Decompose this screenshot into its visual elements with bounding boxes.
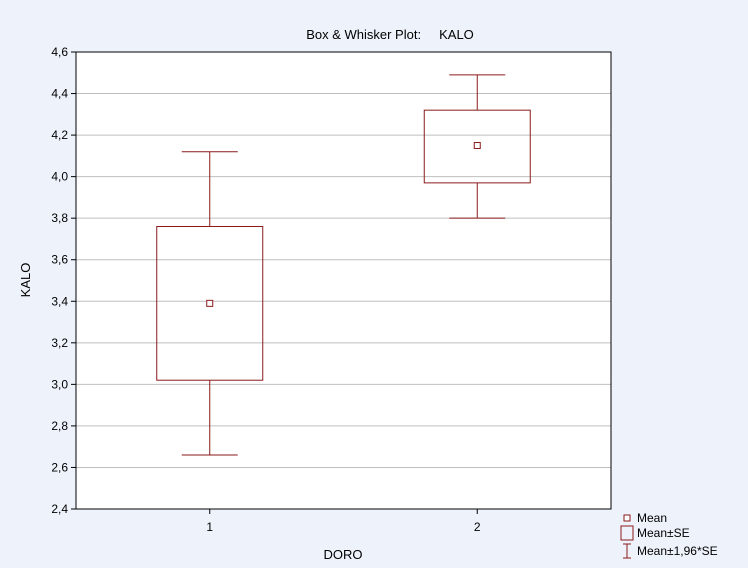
y-tick-label: 3,8	[51, 211, 68, 225]
y-tick-label: 4,0	[51, 170, 68, 184]
legend-label: Mean±1,96*SE	[637, 544, 718, 558]
mean-point	[206, 299, 214, 307]
legend-label: Mean	[637, 511, 667, 525]
y-tick-label: 3,6	[51, 253, 68, 267]
y-tick-label: 4,4	[51, 87, 68, 101]
y-tick-label: 3,0	[51, 377, 68, 391]
y-tick-label: 2,4	[51, 502, 68, 516]
y-tick-label: 3,2	[51, 336, 68, 350]
y-tick-label: 4,6	[51, 45, 68, 59]
legend-mean-symbol	[623, 514, 631, 522]
x-tick-label: 1	[206, 520, 213, 534]
gridlines	[76, 93, 611, 468]
legend-label: Mean±SE	[637, 526, 690, 540]
y-axis-label: KALO	[18, 263, 33, 298]
y-axis: 2,4 2,6 2,8 3,0 3,2 3,4 3,6 3,8 4,0 4,2 4,4 4,6	[51, 45, 76, 516]
x-axis-label: DORO	[324, 547, 363, 562]
plot-border	[75, 51, 612, 510]
mean-point	[473, 141, 481, 149]
x-tick-label: 2	[474, 520, 481, 534]
plot-area	[76, 52, 611, 509]
y-tick-label: 3,4	[51, 294, 68, 308]
chart-title: Box & Whisker Plot: KALO	[306, 27, 474, 42]
se-box	[423, 109, 531, 184]
box-marks	[156, 74, 531, 456]
legend-se-symbol	[620, 525, 634, 541]
y-tick-label: 2,8	[51, 419, 68, 433]
y-tick-label: 4,2	[51, 128, 68, 142]
y-tick-label: 2,6	[51, 460, 68, 474]
se-box	[156, 225, 264, 381]
